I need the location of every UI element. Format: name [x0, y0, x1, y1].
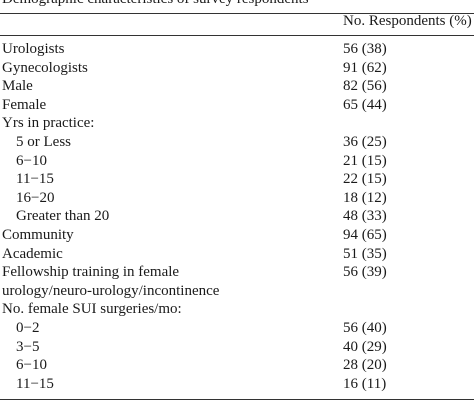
table-row: 11−15 22 (15) [0, 170, 474, 189]
row-label: 0−2 [16, 319, 40, 336]
row-value: 91 (62) [343, 59, 387, 76]
rule [0, 13, 474, 14]
row-value: 36 (25) [343, 133, 387, 150]
row-label: Female [2, 96, 47, 113]
row-label: 16−20 [16, 189, 55, 206]
row-value: 82 (56) [343, 78, 387, 95]
table-row: 11−15 16 (11) [0, 375, 474, 394]
table-row: 16−20 18 (12) [0, 189, 474, 208]
rule [0, 35, 474, 36]
table-row: Female 65 (44) [0, 96, 474, 115]
row-label: Community [2, 226, 74, 243]
rule [0, 399, 474, 400]
row-value: 22 (15) [343, 171, 387, 188]
row-value: 28 (20) [343, 357, 387, 374]
row-value: 94 (65) [343, 226, 387, 243]
table-row: Male 82 (56) [0, 77, 474, 96]
table-row: Yrs in practice: [0, 114, 474, 133]
table-row: Urologists 56 (38) [0, 40, 474, 59]
table-row: Community 94 (65) [0, 226, 474, 245]
table-row: Greater than 20 48 (33) [0, 207, 474, 226]
row-label: Fellowship training in female urology/ne… [2, 264, 220, 299]
row-value: 56 (39) [343, 264, 387, 281]
row-label: Academic [2, 245, 63, 262]
row-value: 48 (33) [343, 208, 387, 225]
row-value: 65 (44) [343, 96, 387, 113]
table-title: Demographic characteristics of survey re… [2, 0, 309, 8]
row-label: 5 or Less [16, 133, 71, 150]
row-value: 21 (15) [343, 152, 387, 169]
row-value: 56 (40) [343, 319, 387, 336]
row-label: Urologists [2, 41, 65, 57]
table-row: 0−2 56 (40) [0, 319, 474, 338]
column-header: No. Respondents (%) [343, 13, 472, 29]
row-label: 3−5 [16, 338, 40, 355]
row-label: 6−10 [16, 357, 47, 374]
table-row: No. female SUI surgeries/mo: [0, 300, 474, 319]
row-label: No. female SUI surgeries/mo: [2, 301, 182, 318]
row-label: 11−15 [16, 375, 54, 392]
row-value: 51 (35) [343, 245, 387, 262]
table-row: 6−10 21 (15) [0, 152, 474, 171]
table-row: Fellowship training in female urology/ne… [0, 263, 474, 300]
row-label: Greater than 20 [16, 208, 110, 225]
table-row: Gynecologists 91 (62) [0, 59, 474, 78]
row-label: 11−15 [16, 171, 54, 188]
row-label: Gynecologists [2, 59, 88, 76]
row-label: Yrs in practice: [2, 115, 95, 132]
table-row: 5 or Less 36 (25) [0, 133, 474, 152]
row-value: 56 (38) [343, 41, 387, 57]
row-value: 16 (11) [343, 375, 387, 392]
row-label: 6−10 [16, 152, 47, 169]
row-value: 18 (12) [343, 189, 387, 206]
table-row: 3−5 40 (29) [0, 338, 474, 357]
table-row: 6−10 28 (20) [0, 356, 474, 375]
row-label: Male [2, 78, 33, 95]
table-body: Urologists 56 (38) Gynecologists 91 (62) Mal… [0, 40, 474, 393]
row-value: 40 (29) [343, 338, 387, 355]
table-row: Academic 51 (35) [0, 245, 474, 264]
